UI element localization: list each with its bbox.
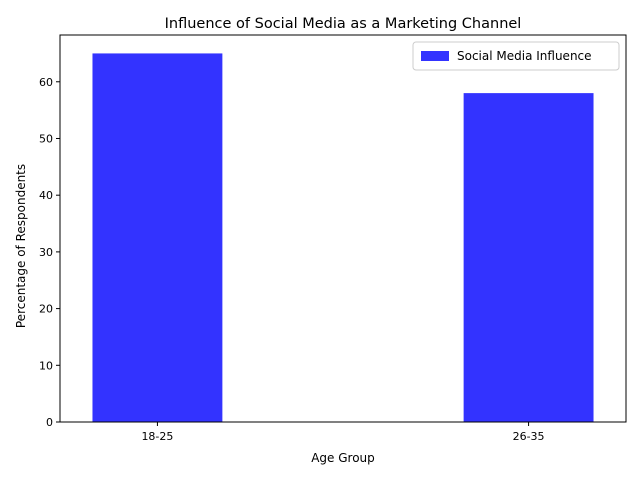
y-tick-label: 0	[46, 416, 53, 429]
legend-label: Social Media Influence	[457, 49, 592, 63]
x-tick-label: 26-35	[513, 430, 545, 443]
y-axis: 0 10 20 30 40 50 60	[39, 76, 60, 429]
x-axis-label: Age Group	[311, 451, 375, 465]
legend-swatch	[421, 51, 449, 61]
y-axis-label: Percentage of Respondents	[14, 164, 28, 328]
y-tick-label: 10	[39, 359, 53, 372]
x-axis: 18-25 26-35	[141, 422, 545, 443]
y-tick-label: 40	[39, 189, 53, 202]
bar-18-25	[92, 53, 223, 423]
y-tick-label: 60	[39, 76, 53, 89]
x-tick-label: 18-25	[141, 430, 173, 443]
plot-area	[92, 53, 594, 423]
legend: Social Media Influence	[412, 41, 620, 71]
legend-box	[412, 41, 620, 71]
bar-26-35	[463, 93, 594, 422]
y-tick-label: 30	[39, 246, 53, 259]
chart-title: Influence of Social Media as a Marketing…	[165, 16, 522, 32]
y-tick-label: 20	[39, 303, 53, 316]
plot-frame	[59, 34, 627, 423]
y-tick-label: 50	[39, 132, 53, 145]
